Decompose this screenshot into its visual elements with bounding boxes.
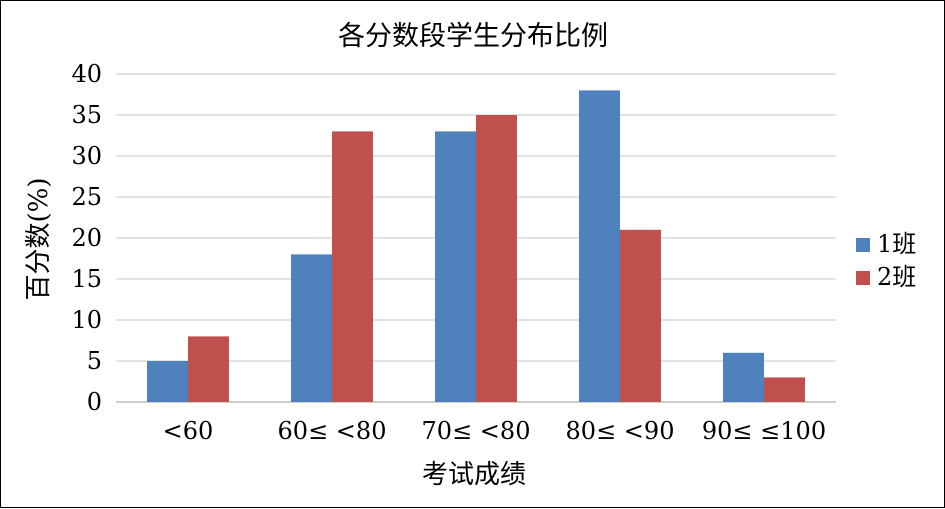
y-tick-label: 0 (87, 388, 102, 416)
x-tick-label: 60≤ <80 (278, 417, 387, 445)
y-tick-label: 30 (71, 142, 102, 170)
bar-1-3 (435, 131, 476, 402)
bar-2-5 (764, 377, 805, 402)
bar-2-3 (476, 115, 517, 402)
y-tick-label: 20 (71, 224, 102, 252)
legend-label: 1班 (877, 230, 916, 258)
y-tick-labels: 0 5 10 15 20 25 30 35 40 (71, 60, 102, 416)
legend-swatch (856, 271, 870, 285)
y-tick-label: 15 (71, 265, 102, 293)
x-tick-labels: <60 60≤ <80 70≤ <80 80≤ <90 90≤ ≤100 (163, 417, 826, 445)
chart-title: 各分数段学生分布比例 (338, 21, 608, 52)
bar-2-4 (620, 229, 661, 402)
y-tick-label: 10 (71, 306, 102, 334)
bar-1-2 (291, 254, 332, 402)
y-tick-label: 40 (71, 60, 102, 88)
x-tick-label: 70≤ <80 (422, 417, 531, 445)
y-tick-label: 35 (71, 101, 102, 129)
bar-1-5 (723, 352, 764, 402)
x-tick-label: <60 (163, 417, 214, 445)
y-tick-label: 25 (71, 183, 102, 211)
x-axis-label: 考试成绩 (422, 460, 526, 490)
bar-1-4 (579, 90, 620, 403)
legend-label: 2班 (877, 263, 916, 291)
bar-2-1 (188, 336, 229, 402)
y-axis-label: 百分数(%) (24, 178, 54, 301)
bar-1-1 (147, 361, 188, 402)
x-tick-label: 80≤ <90 (566, 417, 675, 445)
legend-swatch (856, 238, 870, 252)
y-tick-label: 5 (87, 347, 102, 375)
x-tick-label: 90≤ ≤100 (702, 417, 826, 445)
bars (147, 90, 805, 403)
bar-2-2 (332, 131, 373, 402)
